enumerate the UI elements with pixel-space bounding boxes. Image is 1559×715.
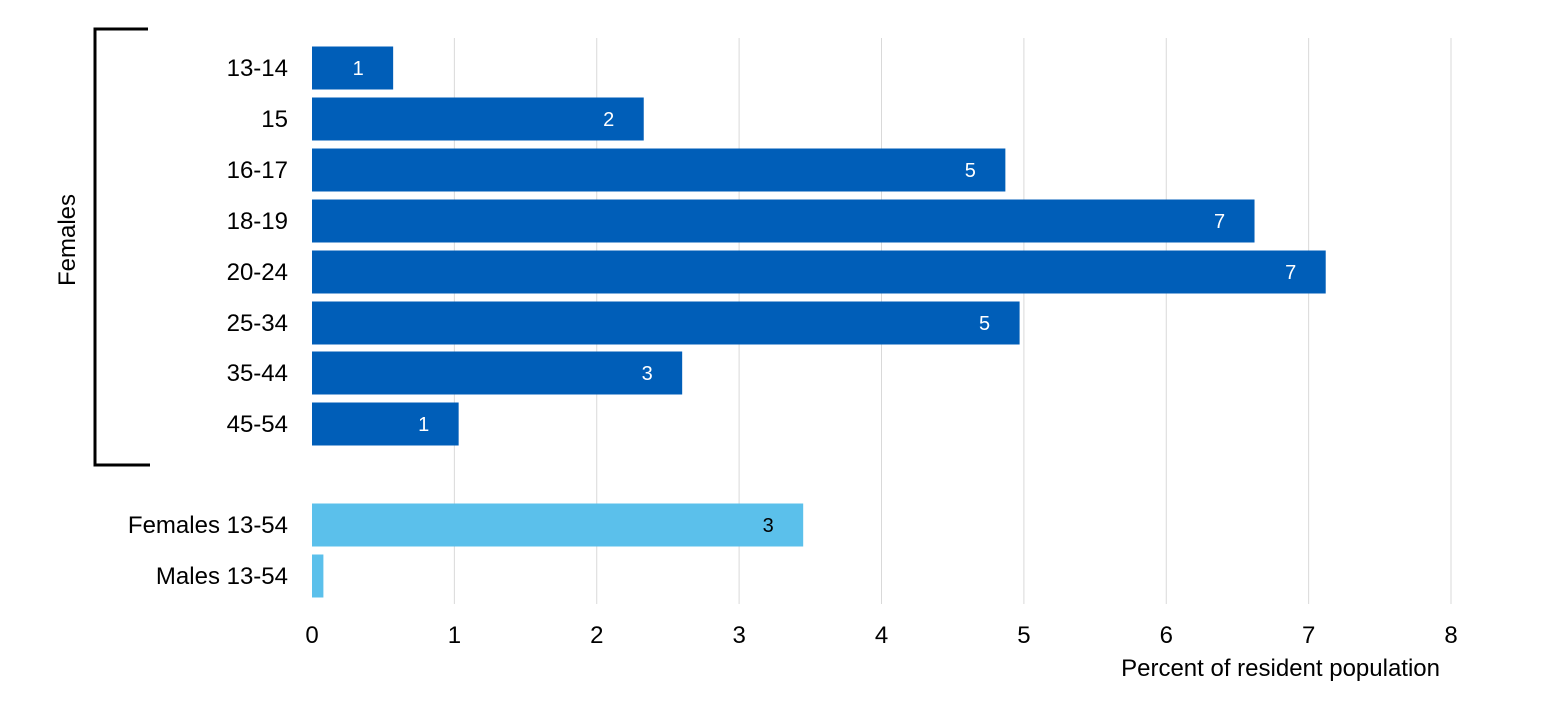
x-tick-label: 0 — [305, 622, 318, 649]
data-label: 3 — [642, 363, 653, 385]
data-label: 7 — [1214, 211, 1225, 233]
category-label: 45-54 — [227, 411, 288, 438]
category-label: 15 — [261, 106, 288, 133]
x-tick-label: 1 — [448, 622, 461, 649]
females-bracket — [93, 27, 150, 467]
data-label: 2 — [603, 109, 614, 131]
data-label: 5 — [965, 160, 976, 182]
bar — [312, 301, 1020, 345]
bar — [312, 97, 644, 141]
bar — [312, 554, 324, 598]
x-tick-label: 7 — [1302, 622, 1315, 649]
data-labels: 1 2 5 7 7 5 3 1 3 — [353, 58, 1297, 537]
category-label: 25-34 — [227, 310, 288, 337]
data-label: 7 — [1285, 262, 1296, 284]
bars — [312, 46, 1326, 598]
bar — [312, 148, 1006, 192]
bar — [312, 351, 683, 395]
bar — [312, 46, 394, 90]
data-label: 1 — [418, 414, 429, 436]
bar — [312, 402, 459, 446]
x-tick-label: 4 — [875, 622, 888, 649]
x-tick-labels: 0 1 2 3 4 5 6 7 8 — [305, 622, 1457, 649]
bar — [312, 250, 1326, 294]
category-label: 16-17 — [227, 157, 288, 184]
x-tick-label: 6 — [1160, 622, 1173, 649]
category-label: 18-19 — [227, 208, 288, 235]
bar — [312, 199, 1255, 243]
data-label: 1 — [353, 58, 364, 80]
x-tick-label: 8 — [1444, 622, 1457, 649]
data-label: 3 — [763, 515, 774, 537]
x-tick-label: 3 — [732, 622, 745, 649]
bar — [312, 503, 804, 547]
category-label: 20-24 — [227, 259, 288, 286]
category-label: 13-14 — [227, 55, 288, 82]
category-label: Males 13-54 — [156, 563, 288, 590]
category-label: 35-44 — [227, 360, 288, 387]
x-tick-label: 2 — [590, 622, 603, 649]
data-label: 5 — [979, 313, 990, 335]
group-label-females: Females — [54, 194, 81, 286]
x-axis-title: Percent of resident population — [1121, 655, 1440, 682]
category-labels: 13-14 15 16-17 18-19 20-24 25-34 35-44 45-54 Fem… — [128, 55, 288, 590]
x-tick-label: 5 — [1017, 622, 1030, 649]
category-label: Females 13-54 — [128, 512, 288, 539]
